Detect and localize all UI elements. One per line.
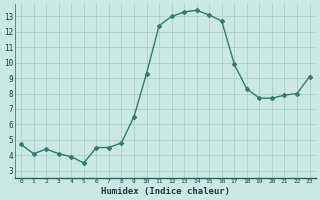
- X-axis label: Humidex (Indice chaleur): Humidex (Indice chaleur): [101, 187, 230, 196]
